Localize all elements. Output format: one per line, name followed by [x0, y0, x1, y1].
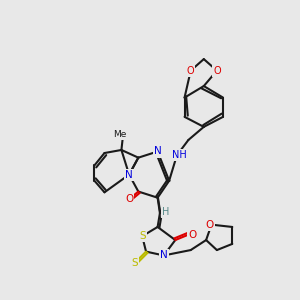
Text: O: O [125, 194, 133, 204]
Text: Me: Me [113, 130, 127, 139]
Text: O: O [187, 66, 194, 76]
Text: O: O [206, 220, 214, 230]
Text: NH: NH [172, 150, 187, 160]
Text: O: O [188, 230, 196, 240]
Text: N: N [125, 169, 133, 180]
Text: N: N [160, 250, 168, 260]
Text: S: S [131, 258, 138, 268]
Text: S: S [139, 231, 146, 241]
Text: O: O [213, 66, 221, 76]
Text: H: H [162, 207, 170, 217]
Text: N: N [154, 146, 161, 157]
